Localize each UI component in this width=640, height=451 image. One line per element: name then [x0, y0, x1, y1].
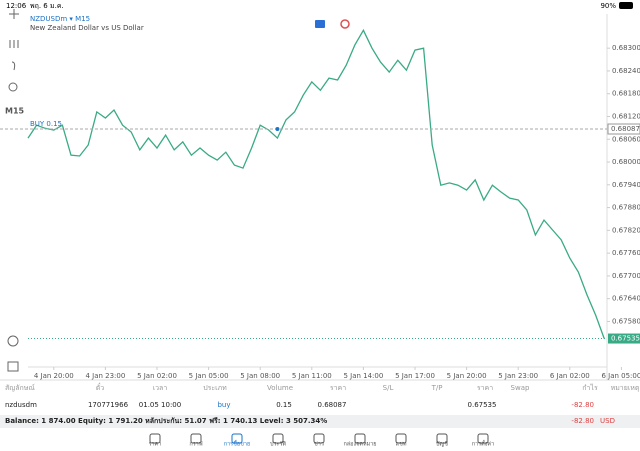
- x-tick-label: 4 Jan 20:00: [34, 372, 74, 380]
- buy-label: BUY 0.15: [30, 120, 62, 128]
- x-tick-label: 5 Jan 14:00: [343, 372, 383, 380]
- y-tick-label: 0.67880: [612, 204, 640, 212]
- y-tick-label: 0.67580: [612, 317, 640, 325]
- currency: USD: [600, 417, 615, 425]
- x-tick-label: 5 Jan 23:00: [498, 372, 538, 380]
- tab-label[interactable]: บัญชี: [436, 441, 448, 448]
- tab-icon[interactable]: [149, 433, 161, 444]
- tab-icon[interactable]: [272, 433, 284, 444]
- cell: buy: [217, 401, 230, 409]
- y-tick-label: 0.68300: [612, 44, 640, 52]
- column-header: เวลา: [153, 384, 168, 392]
- column-header: สัญลักษณ์: [5, 384, 35, 392]
- cell: nzdusdm: [5, 401, 37, 409]
- tab-label[interactable]: การตั้งค่า: [472, 440, 494, 448]
- buy-price: 0.68087: [611, 125, 640, 133]
- column-header: ราคา: [477, 384, 493, 392]
- entry-dot: [275, 127, 280, 132]
- tab-label[interactable]: กราฟ: [189, 441, 202, 448]
- y-tick-label: 0.68000: [612, 158, 640, 166]
- x-tick-label: 6 Jan 02:00: [550, 372, 590, 380]
- y-tick-label: 0.67640: [612, 295, 640, 303]
- status-time: 12:06: [6, 2, 27, 10]
- x-tick-label: 5 Jan 17:00: [395, 372, 435, 380]
- tab-icon[interactable]: [477, 433, 489, 444]
- indicator-icon: [340, 19, 350, 29]
- tab-label[interactable]: แชท: [396, 441, 407, 448]
- cell: -82.80: [571, 401, 594, 409]
- price-box: [608, 333, 640, 344]
- x-tick-label: 5 Jan 08:00: [240, 372, 280, 380]
- tab-icon[interactable]: [395, 433, 407, 444]
- y-tick-label: 0.67940: [612, 181, 640, 189]
- y-tick-label: 0.68120: [612, 112, 640, 120]
- x-tick-label: 6 Jan 05:00: [601, 372, 640, 380]
- buy-price-box: [607, 123, 640, 135]
- column-header: กำไร: [582, 383, 598, 392]
- toolbar[interactable]: [7, 9, 19, 372]
- status-date: พฤ. 6 ม.ค.: [30, 2, 64, 10]
- tab-icon[interactable]: [231, 433, 243, 444]
- cell: 01.05 10:00: [139, 401, 181, 409]
- x-tick-label: 5 Jan 05:00: [189, 372, 229, 380]
- battery: 90%: [600, 2, 616, 10]
- x-tick-label: 5 Jan 11:00: [292, 372, 332, 380]
- column-header: หมายเหตุ: [611, 384, 640, 392]
- y-tick-label: 0.67760: [612, 249, 640, 257]
- balance-bar: [0, 415, 640, 428]
- timeframe[interactable]: M15: [5, 107, 25, 116]
- column-header: ประเภท: [203, 384, 227, 392]
- cell: 170771966: [88, 401, 129, 409]
- tab-label[interactable]: ประวัติ: [270, 441, 286, 448]
- cell: 0.15: [276, 401, 292, 409]
- y-tick-label: 0.67700: [612, 272, 640, 280]
- tab-icon[interactable]: [354, 433, 366, 444]
- column-header: Volume: [267, 384, 293, 392]
- x-tick-label: 5 Jan 20:00: [447, 372, 487, 380]
- column-header: ราคา: [330, 384, 346, 392]
- y-tick-label: 0.67820: [612, 226, 640, 234]
- tab-icon[interactable]: [190, 433, 202, 444]
- flag-icon: [315, 20, 325, 28]
- balance: Balance: 1 874.00 Equity: 1 791.20 หลักป…: [5, 417, 327, 425]
- cell: 0.68087: [318, 401, 347, 409]
- symbol-desc: New Zealand Dollar vs US Dollar: [30, 24, 144, 32]
- column-header: Swap: [511, 384, 530, 392]
- tab-label[interactable]: กล่องจดหมาย: [343, 442, 376, 448]
- tab-label[interactable]: ราคา: [149, 442, 162, 448]
- x-tick-label: 4 Jan 23:00: [85, 372, 125, 380]
- battery-icon: [619, 2, 633, 9]
- symbol[interactable]: NZDUSDm ▾ M15: [30, 15, 90, 23]
- tab-icon[interactable]: [436, 433, 448, 444]
- cell: 0.67535: [468, 401, 497, 409]
- column-header: S/L: [383, 384, 394, 392]
- tab-icon[interactable]: [313, 433, 325, 444]
- y-tick-label: 0.68060: [612, 135, 640, 143]
- tab-label[interactable]: การซื้อขาย: [224, 440, 250, 448]
- current-price: 0.67535: [611, 335, 640, 343]
- y-tick-label: 0.68180: [612, 90, 640, 98]
- y-tick-label: 0.68240: [612, 67, 640, 75]
- x-tick-label: 5 Jan 02:00: [137, 372, 177, 380]
- column-header: ตั๋ว: [96, 383, 105, 392]
- total-profit: -82.80: [571, 417, 594, 425]
- price-line: [27, 28, 605, 339]
- column-header: T/P: [431, 384, 443, 392]
- tab-label[interactable]: ข่าว: [314, 442, 324, 448]
